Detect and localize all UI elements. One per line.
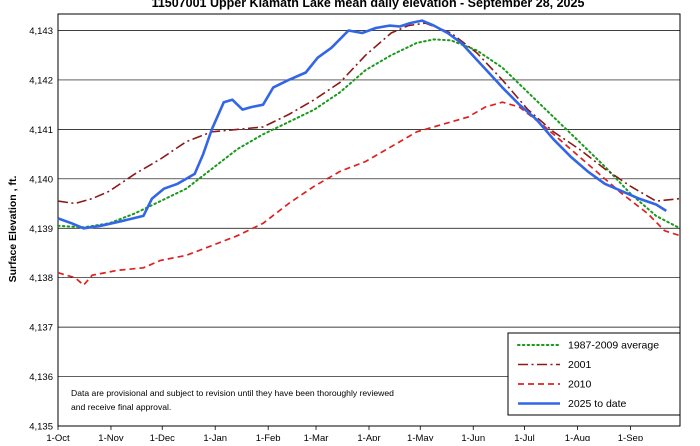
y-tick-label: 4,141: [29, 125, 53, 136]
x-tick-label: 1-Dec: [150, 433, 176, 441]
x-tick-label: 1-Mar: [304, 433, 329, 441]
y-tick-label: 4,135: [29, 422, 53, 433]
legend-label: 2001: [568, 359, 592, 371]
y-tick-label: 4,142: [29, 75, 53, 86]
series-line-2010: [57, 101, 681, 286]
legend-label: 2025 to date: [568, 398, 627, 410]
y-tick-label: 4,139: [29, 224, 53, 235]
x-tick-label: 1-Nov: [98, 433, 124, 441]
y-tick-label: 4,138: [29, 273, 53, 284]
y-axis-label: Surface Elevation , ft.: [7, 176, 19, 283]
series-line-2001: [57, 22, 681, 205]
chart-title: 11507001 Upper Klamath Lake mean daily e…: [152, 0, 585, 10]
x-tick-label: 1-Oct: [46, 433, 70, 441]
x-tick-label: 1-May: [407, 433, 434, 441]
x-tick-label: 1-Feb: [256, 433, 281, 441]
legend: 1987-2009 average 2001 2010 2025 to date: [507, 332, 681, 416]
plot-frame: [57, 13, 681, 427]
series-group: [57, 19, 681, 286]
y-axis: 4,135 4,136 4,137 4,138 4,139 4,140 4,141 4,142…: [29, 26, 53, 433]
y-tick-label: 4,136: [29, 372, 53, 383]
x-tick-label: 1-Sep: [618, 433, 643, 441]
y-tick-label: 4,137: [29, 323, 53, 334]
x-tick-label: 1-Apr: [357, 433, 380, 441]
series-line-2025-to-date: [57, 19, 667, 230]
provisional-note: Data are provisional and subject to revi…: [71, 388, 394, 412]
legend-label: 2010: [568, 379, 592, 391]
legend-box: [507, 332, 681, 416]
y-tick-label: 4,143: [29, 26, 53, 37]
x-tick-label: 1-Jan: [203, 433, 227, 441]
x-axis: 1-Oct 1-Nov 1-Dec 1-Jan 1-Feb 1-Mar 1-Apr 1-May…: [46, 426, 643, 444]
series-line-1987-2009-average: [57, 38, 681, 230]
legend-label: 1987-2009 average: [568, 340, 659, 352]
note-line-2: and receive final approval.: [71, 402, 171, 412]
x-tick-label: 1-Jun: [461, 433, 485, 441]
x-tick-label: 1-Jul: [514, 433, 535, 441]
note-line-1: Data are provisional and subject to revi…: [71, 388, 394, 398]
x-tick-label: 1-Aug: [565, 433, 590, 441]
y-tick-label: 4,140: [29, 174, 53, 185]
